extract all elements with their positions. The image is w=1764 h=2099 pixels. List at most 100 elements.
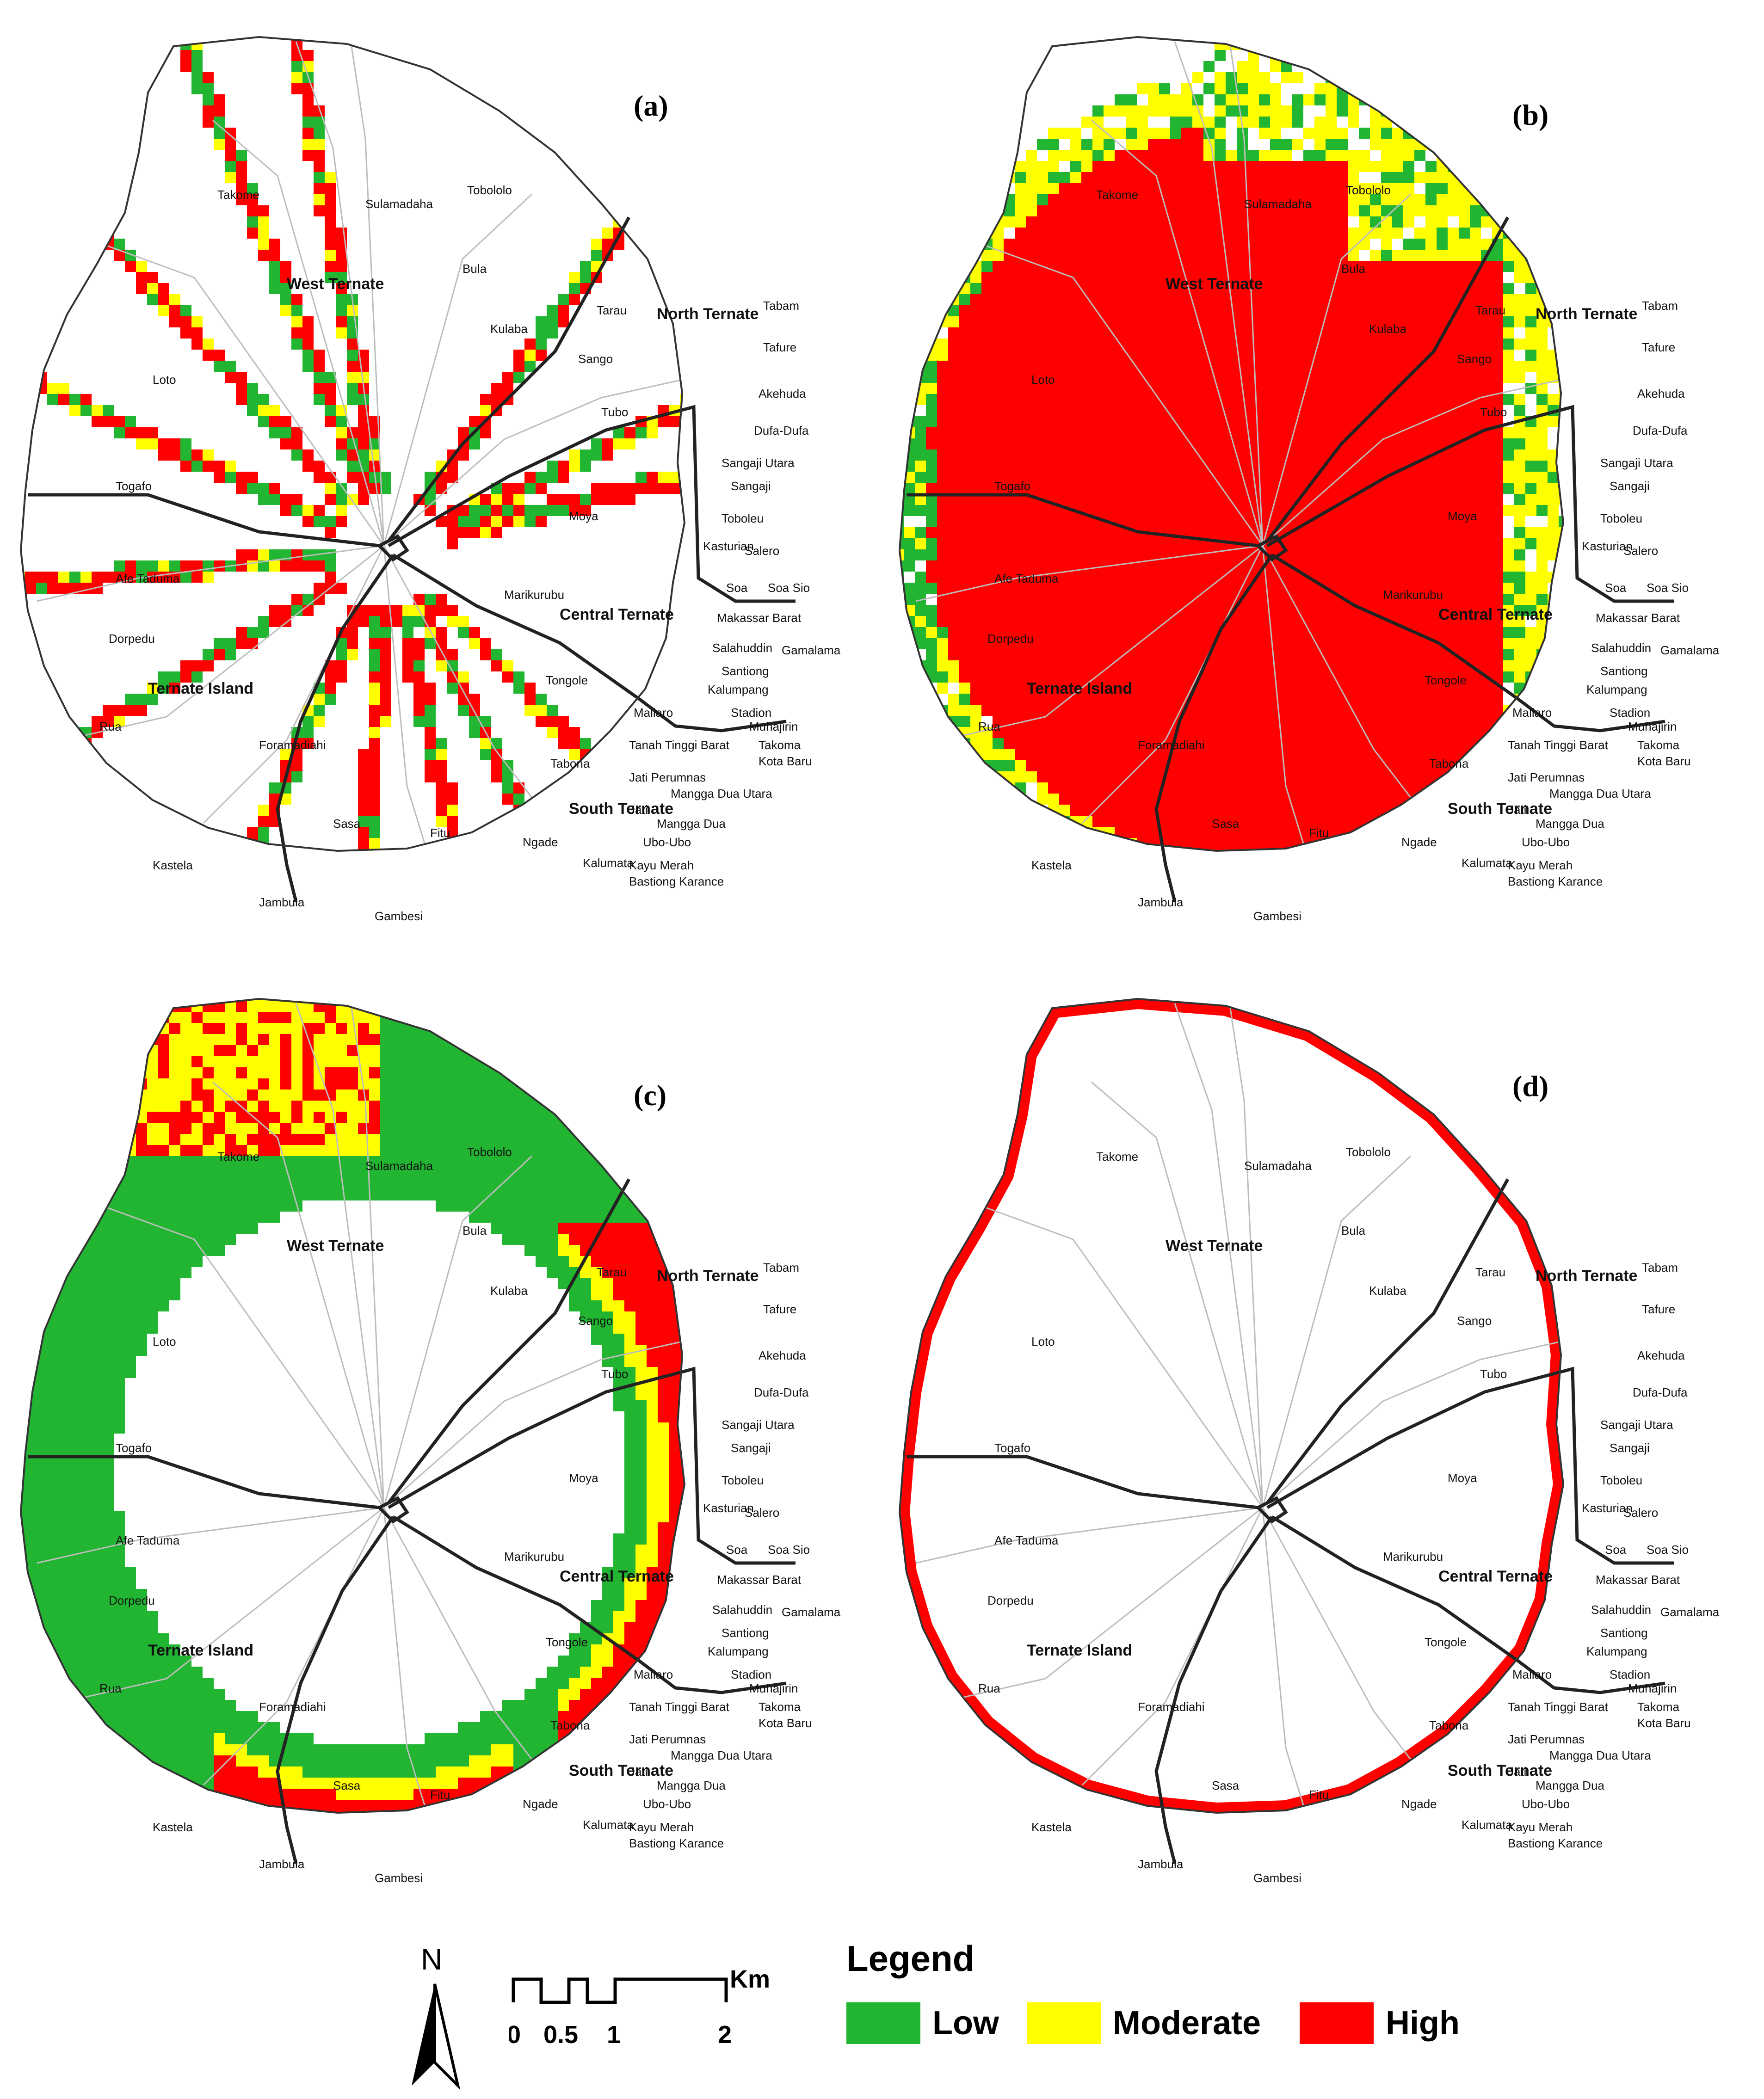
risk-cell xyxy=(1303,183,1314,194)
risk-cell xyxy=(1348,117,1359,128)
risk-cell xyxy=(336,250,347,261)
risk-cell xyxy=(1181,117,1192,128)
village-label: Tubo xyxy=(601,405,628,419)
risk-cell xyxy=(1448,427,1459,438)
risk-cell xyxy=(1459,483,1470,494)
risk-cell xyxy=(1437,849,1448,851)
risk-cell xyxy=(1004,316,1015,327)
risk-cell xyxy=(1514,549,1525,560)
risk-cell xyxy=(1015,327,1026,339)
risk-cell xyxy=(1059,205,1070,216)
risk-cell xyxy=(280,294,291,305)
risk-cell xyxy=(1548,671,1559,683)
risk-cell xyxy=(1337,527,1348,538)
risk-cell xyxy=(1370,361,1381,372)
risk-cell xyxy=(236,638,247,649)
risk-cell xyxy=(1104,216,1115,228)
risk-cell xyxy=(502,660,513,671)
risk-cell xyxy=(402,1001,413,1012)
risk-cell xyxy=(1181,583,1192,594)
risk-cell xyxy=(1370,771,1381,782)
risk-cell xyxy=(1059,516,1070,527)
risk-cell xyxy=(413,638,425,649)
risk-cell xyxy=(904,316,915,327)
risk-cell xyxy=(1303,705,1314,716)
risk-cell xyxy=(325,183,336,194)
risk-cell xyxy=(1437,350,1448,361)
risk-cell xyxy=(1226,705,1237,716)
risk-cell xyxy=(1303,128,1314,139)
risk-cell xyxy=(524,999,536,1001)
risk-cell xyxy=(1237,261,1248,272)
risk-cell xyxy=(1270,660,1281,671)
risk-cell xyxy=(613,1001,624,1012)
risk-cell xyxy=(970,205,981,216)
risk-cell xyxy=(1314,771,1326,782)
risk-cell xyxy=(1492,771,1503,782)
risk-cell xyxy=(1004,749,1015,760)
risk-cell xyxy=(1048,316,1059,327)
risk-cell xyxy=(1048,183,1059,194)
risk-cell xyxy=(959,705,970,716)
risk-cell xyxy=(1481,738,1492,749)
risk-cell xyxy=(1414,394,1425,405)
risk-cell xyxy=(1081,305,1092,316)
risk-cell xyxy=(1459,594,1470,605)
risk-cell xyxy=(1226,361,1237,372)
risk-cell xyxy=(993,239,1004,250)
risk-cell xyxy=(1226,405,1237,416)
risk-cell xyxy=(358,616,369,627)
risk-cell xyxy=(1215,749,1226,760)
risk-cell xyxy=(1070,261,1081,272)
risk-cell xyxy=(993,339,1004,350)
risk-cell xyxy=(1359,705,1370,716)
risk-cell xyxy=(1203,205,1215,216)
risk-cell xyxy=(904,660,915,671)
risk-cell xyxy=(569,738,580,749)
risk-cell xyxy=(258,216,269,228)
risk-cell xyxy=(1215,305,1226,316)
risk-cell xyxy=(1004,816,1015,827)
risk-cell xyxy=(1192,816,1203,827)
risk-cell xyxy=(558,1001,569,1012)
risk-cell xyxy=(1448,272,1459,283)
risk-cell xyxy=(25,139,36,150)
risk-cell xyxy=(981,305,993,316)
risk-cell xyxy=(1448,327,1459,339)
risk-cell xyxy=(669,1001,680,1012)
risk-cell xyxy=(1115,405,1126,416)
risk-cell xyxy=(981,272,993,283)
risk-cell xyxy=(1326,694,1337,705)
risk-cell xyxy=(1159,105,1170,117)
risk-cell xyxy=(1525,594,1536,605)
risk-cell xyxy=(1170,161,1181,172)
risk-cell xyxy=(1525,760,1536,771)
risk-cell xyxy=(1292,205,1303,216)
risk-cell xyxy=(1437,261,1448,272)
risk-cell xyxy=(1092,572,1104,583)
risk-cell xyxy=(1181,538,1192,549)
risk-cell xyxy=(1292,760,1303,771)
risk-cell xyxy=(937,505,948,516)
risk-cell xyxy=(1059,660,1070,671)
risk-cell xyxy=(369,449,380,461)
risk-cell xyxy=(1548,272,1559,283)
risk-cell xyxy=(236,150,247,161)
village-label: Kulaba xyxy=(490,322,528,336)
risk-cell xyxy=(1126,372,1137,383)
risk-cell xyxy=(937,416,948,427)
risk-cell xyxy=(169,671,180,683)
risk-cell xyxy=(1115,272,1126,283)
risk-cell xyxy=(1215,738,1226,749)
risk-cell xyxy=(480,427,491,438)
risk-cell xyxy=(169,305,180,316)
risk-cell xyxy=(1237,72,1248,83)
risk-cell xyxy=(1070,716,1081,727)
risk-cell xyxy=(1559,516,1563,527)
risk-cell xyxy=(1414,649,1425,660)
risk-cell xyxy=(1115,383,1126,394)
risk-cell xyxy=(1037,283,1048,294)
risk-cell xyxy=(1048,294,1059,305)
risk-cell xyxy=(1492,438,1503,449)
risk-cell xyxy=(1292,239,1303,250)
